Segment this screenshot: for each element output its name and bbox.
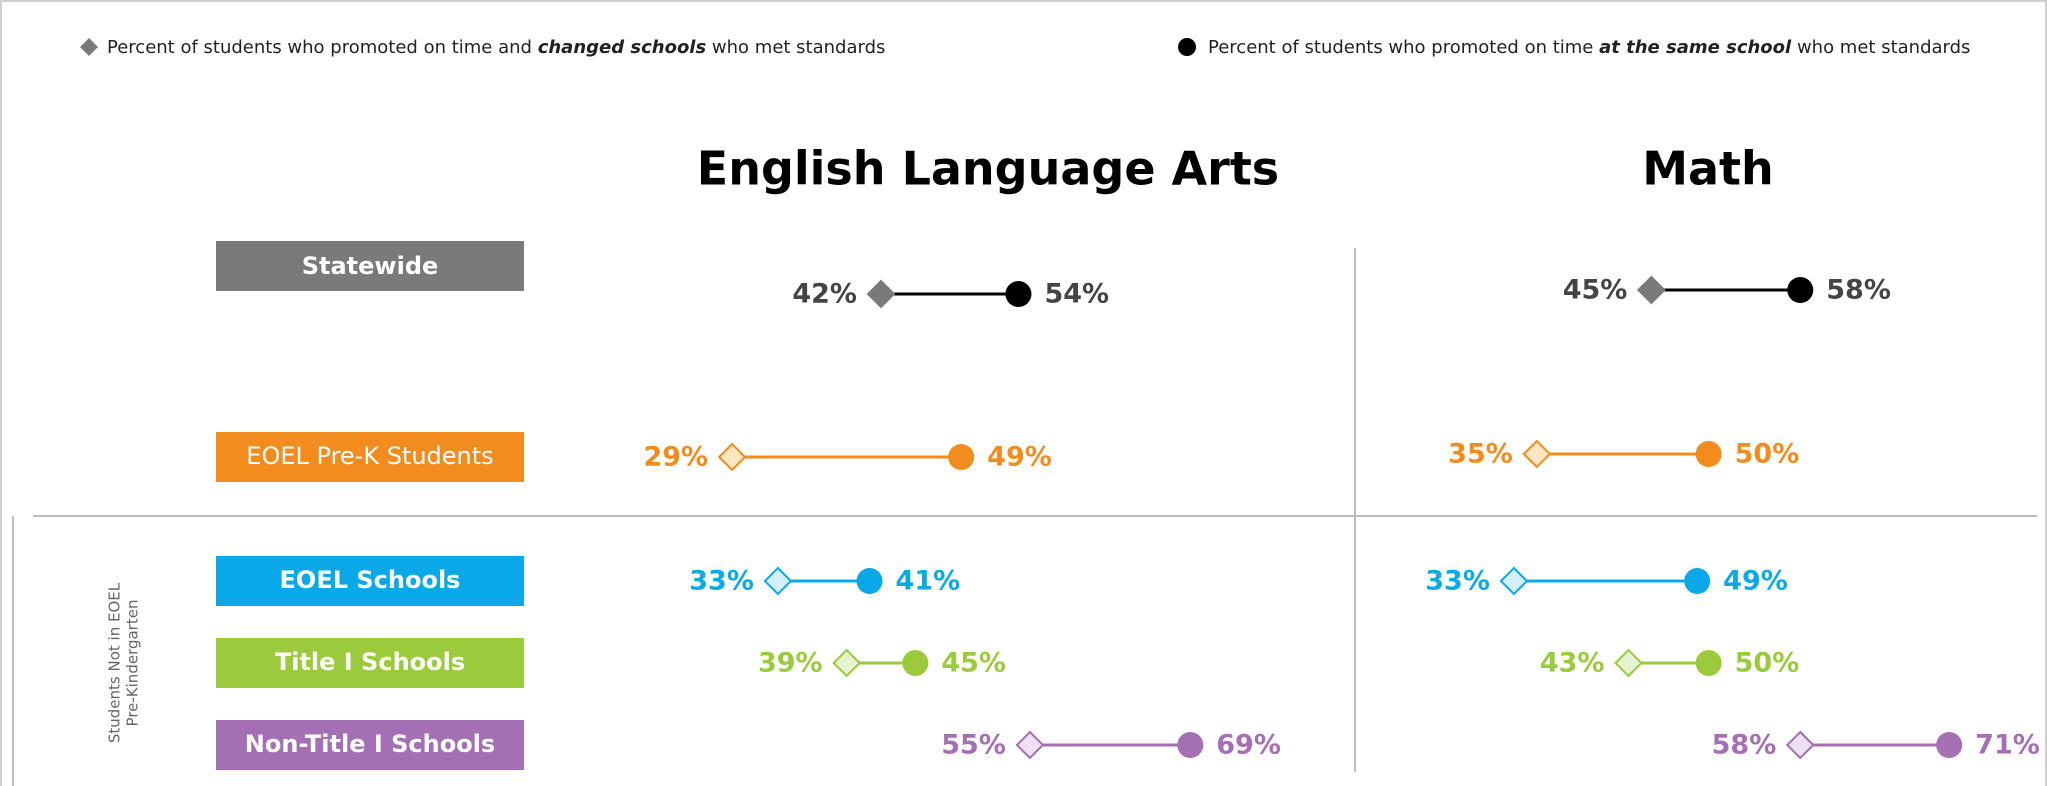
value-label: 54% xyxy=(1044,279,1109,310)
legend-marker xyxy=(80,38,98,56)
legend-part: Percent of students who promoted on time xyxy=(1208,37,1599,58)
diamond-marker xyxy=(1499,566,1529,596)
value-label: 50% xyxy=(1735,648,1800,679)
value-label: 33% xyxy=(1425,566,1490,597)
row-label-box xyxy=(216,638,524,688)
diamond-marker xyxy=(717,442,747,472)
row-label-box xyxy=(216,432,524,482)
legend-text: Percent of students who promoted on time… xyxy=(1208,37,1970,58)
value-label: 42% xyxy=(792,279,857,310)
row-label-box xyxy=(216,720,524,770)
diamond-marker xyxy=(1522,439,1552,469)
value-label: 43% xyxy=(1540,648,1605,679)
legend-part: who met standards xyxy=(706,37,885,58)
value-label: 69% xyxy=(1216,730,1281,761)
value-label: 58% xyxy=(1826,275,1891,306)
row-label: Non-Title I Schools xyxy=(245,730,495,758)
legend-marker xyxy=(1178,38,1196,56)
row-label: EOEL Schools xyxy=(280,566,461,594)
legend-part: at the same school xyxy=(1599,37,1792,58)
value-label: 45% xyxy=(941,648,1006,679)
value-label: 41% xyxy=(896,566,961,597)
legend-part: Percent of students who promoted on time… xyxy=(107,37,538,58)
circle-marker xyxy=(1936,732,1963,758)
row-label: Title I Schools xyxy=(275,648,465,676)
value-label: 49% xyxy=(1723,566,1788,597)
legend-part: changed schools xyxy=(538,37,707,58)
value-label: 29% xyxy=(643,442,708,473)
circle-marker xyxy=(1787,277,1814,303)
group-label: Students Not in EOEL xyxy=(106,582,124,743)
diamond-marker xyxy=(1785,730,1815,760)
circle-marker xyxy=(1695,650,1722,676)
legend-text: Percent of students who promoted on time… xyxy=(107,37,885,58)
circle-marker xyxy=(902,650,929,676)
diamond-marker xyxy=(1636,275,1666,305)
value-label: 39% xyxy=(758,648,823,679)
row-label-box xyxy=(216,241,524,291)
group-label: Pre-Kindergarten xyxy=(124,600,142,727)
circle-marker xyxy=(1177,732,1204,758)
panel-title: Math xyxy=(1642,142,1774,196)
value-label: 55% xyxy=(941,730,1006,761)
value-label: 33% xyxy=(689,566,754,597)
circle-marker xyxy=(948,444,975,470)
value-label: 35% xyxy=(1448,439,1513,470)
diamond-marker xyxy=(763,566,793,596)
value-label: 45% xyxy=(1563,275,1628,306)
diamond-marker xyxy=(1015,730,1045,760)
value-label: 58% xyxy=(1712,730,1777,761)
value-label: 50% xyxy=(1735,439,1800,470)
row-label: EOEL Pre-K Students xyxy=(246,442,493,470)
value-label: 71% xyxy=(1975,730,2040,761)
diamond-marker xyxy=(866,279,896,309)
diamond-marker xyxy=(832,648,862,678)
circle-marker xyxy=(856,568,883,594)
value-label: 49% xyxy=(987,442,1052,473)
row-label: Statewide xyxy=(302,252,439,280)
panel-title: English Language Arts xyxy=(697,142,1279,196)
circle-marker xyxy=(1684,568,1711,594)
diamond-marker xyxy=(1614,648,1643,678)
row-label-box xyxy=(216,556,524,606)
legend-part: who met standards xyxy=(1791,37,1970,58)
circle-marker xyxy=(1695,441,1722,467)
circle-marker xyxy=(1005,281,1032,307)
